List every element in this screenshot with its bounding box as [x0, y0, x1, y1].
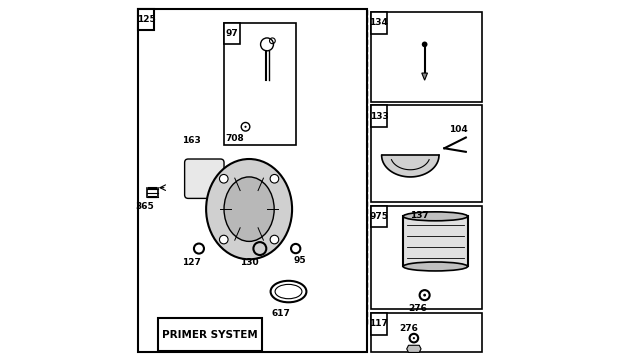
Bar	[138, 9, 367, 352]
Bar	[138, 9, 154, 30]
Bar	[371, 313, 387, 335]
Bar	[371, 313, 482, 352]
Bar	[371, 12, 387, 34]
Text: 134: 134	[370, 18, 388, 27]
Ellipse shape	[403, 262, 467, 271]
Ellipse shape	[206, 159, 292, 259]
Text: 104: 104	[450, 125, 468, 134]
Polygon shape	[407, 345, 421, 352]
Circle shape	[270, 174, 279, 183]
Text: PRIMER SYSTEM: PRIMER SYSTEM	[162, 330, 257, 340]
Ellipse shape	[275, 284, 302, 299]
Circle shape	[244, 126, 247, 128]
Text: 127: 127	[182, 257, 202, 266]
FancyBboxPatch shape	[185, 159, 224, 199]
Ellipse shape	[224, 177, 274, 242]
Bar	[403, 216, 467, 266]
Text: 137: 137	[410, 211, 429, 220]
Bar	[371, 205, 482, 309]
Text: 365: 365	[136, 202, 154, 211]
Text: 276: 276	[408, 304, 427, 313]
Bar	[371, 105, 482, 202]
Text: 163: 163	[182, 136, 201, 145]
Text: 117: 117	[370, 319, 388, 328]
Ellipse shape	[403, 212, 467, 221]
Polygon shape	[382, 156, 439, 177]
Circle shape	[423, 294, 426, 297]
Text: 133: 133	[370, 112, 388, 121]
Circle shape	[270, 235, 279, 244]
Circle shape	[422, 42, 428, 47]
Bar	[224, 23, 296, 145]
Bar	[371, 105, 387, 127]
Bar	[224, 23, 240, 44]
Bar	[371, 205, 387, 227]
Circle shape	[413, 337, 415, 339]
Text: 708: 708	[226, 134, 244, 143]
Circle shape	[219, 235, 228, 244]
Bar	[371, 12, 482, 102]
Text: eReplacementParts.com: eReplacementParts.com	[173, 174, 326, 187]
Text: 276: 276	[399, 324, 418, 333]
FancyBboxPatch shape	[157, 318, 262, 351]
Text: 95: 95	[294, 256, 306, 265]
Text: 97: 97	[226, 29, 239, 38]
Circle shape	[219, 174, 228, 183]
Polygon shape	[422, 73, 428, 80]
Text: 975: 975	[370, 212, 389, 221]
Text: 130: 130	[240, 257, 259, 266]
Text: 617: 617	[272, 309, 291, 318]
Text: 125: 125	[137, 15, 156, 24]
